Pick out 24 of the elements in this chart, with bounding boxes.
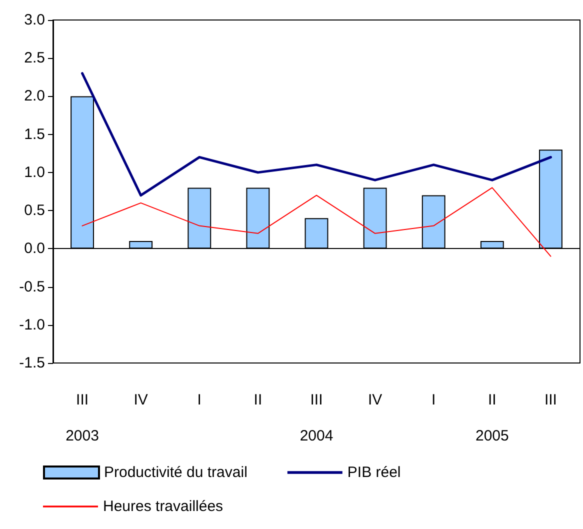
y-tick-label: 2.0 — [24, 88, 45, 105]
category-label: II 2005 — [475, 392, 509, 444]
x-tick-label: IV — [368, 392, 382, 408]
y-tick-label: 1.0 — [24, 164, 45, 181]
x-tick-label: II — [254, 392, 262, 408]
line-series — [81, 72, 552, 197]
category-label: III 2003 — [66, 392, 99, 444]
y-tick-label: -0.5 — [19, 278, 45, 296]
y-tick-label: 3.0 — [24, 12, 45, 28]
x-tick-label: III — [544, 392, 557, 408]
y-tick-label: 2.5 — [24, 50, 45, 67]
y-tick-label: -1.5 — [19, 354, 45, 372]
y-tick-label: 0.5 — [24, 202, 45, 220]
x-tick-label: I — [432, 392, 436, 408]
x-tick-label: IV — [134, 392, 148, 408]
y-tick-label: 1.5 — [24, 126, 45, 143]
legend-label: Heures travaillées — [103, 498, 224, 515]
y-tick-label: 0.0 — [24, 240, 45, 258]
category-label: III 2004 — [300, 392, 334, 444]
y-tick-label: -1.0 — [19, 316, 45, 334]
legend-label: Productivité du travail — [104, 464, 248, 481]
x-tick-label: I — [197, 392, 202, 408]
line-series — [82, 187, 552, 257]
legend-label: PIB réel — [347, 464, 401, 481]
